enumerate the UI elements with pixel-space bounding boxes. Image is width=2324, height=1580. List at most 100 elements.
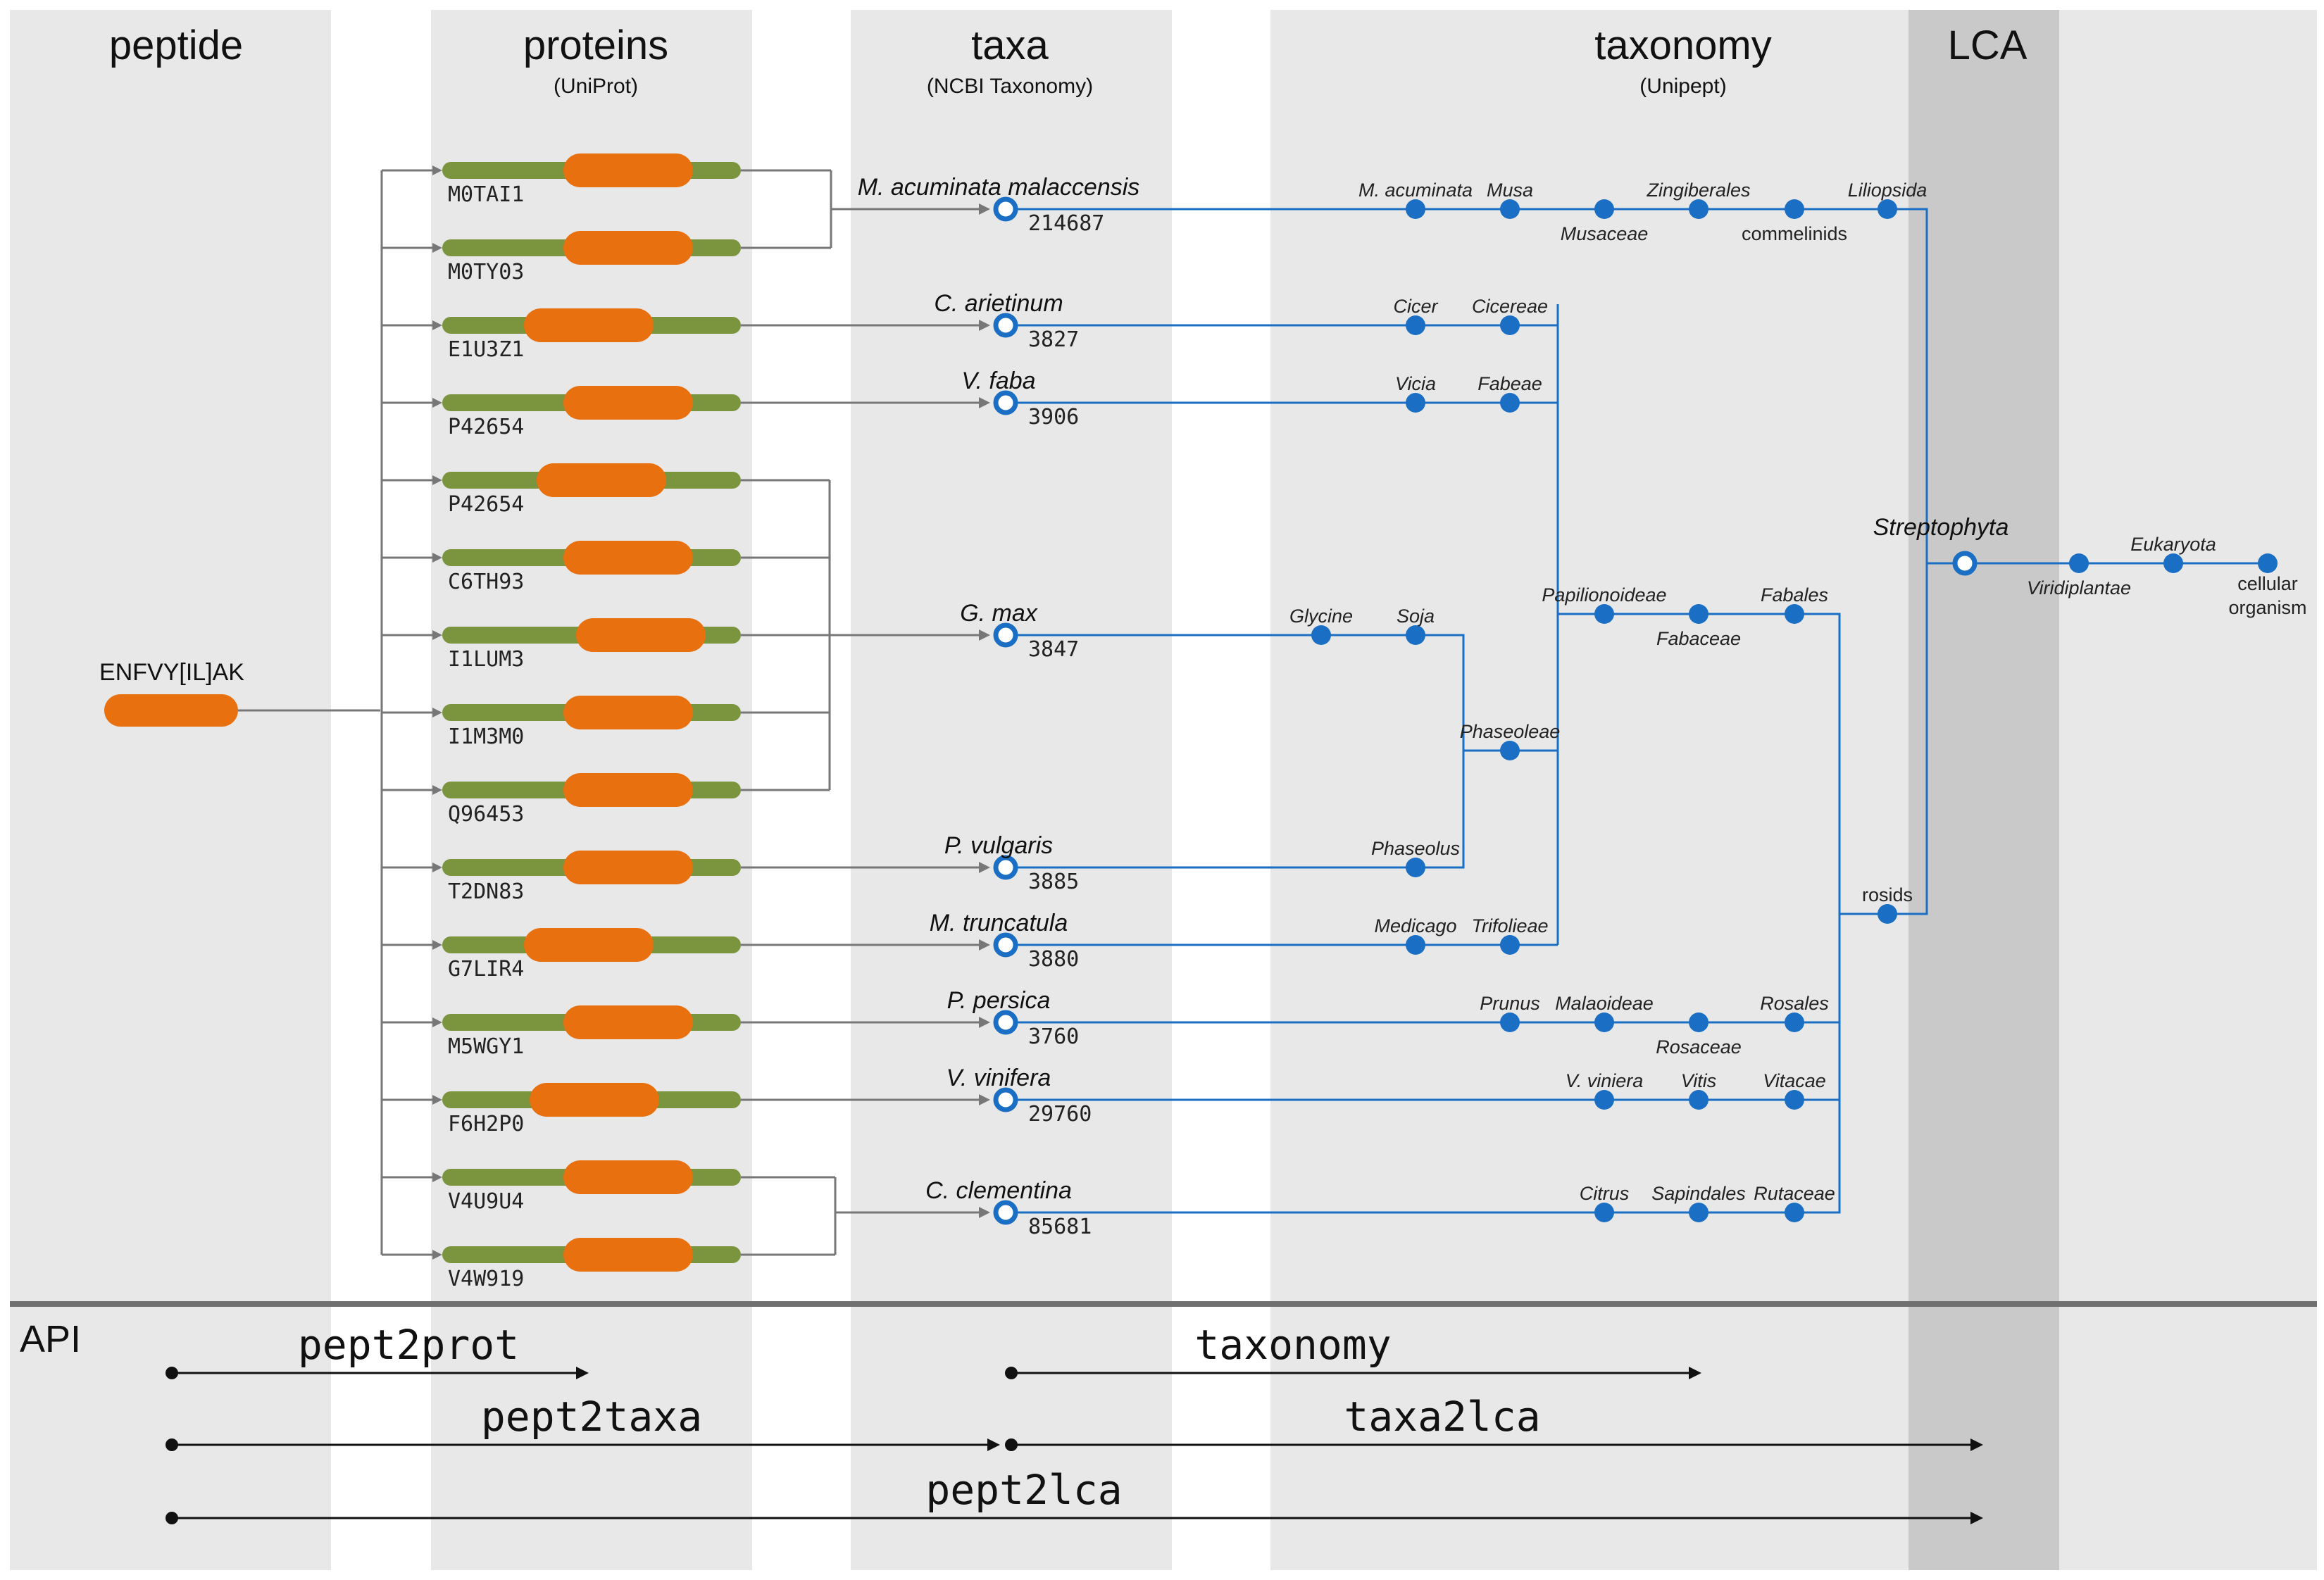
taxon-name: P. persica xyxy=(947,987,1051,1014)
tree-edge xyxy=(1839,563,1928,915)
taxon-id: 3847 xyxy=(1028,637,1079,662)
arrow-head xyxy=(432,863,442,872)
taxon-name: C. arietinum xyxy=(934,290,1063,317)
taxonomy-node-label: rosids xyxy=(1862,884,1913,905)
taxonomy-node-label: Rosaceae xyxy=(1656,1036,1742,1058)
taxon-node xyxy=(993,855,1018,880)
taxonomy-node xyxy=(1594,1090,1614,1110)
api-label: API xyxy=(20,1318,81,1360)
arrow-head xyxy=(432,553,442,563)
arrow-head xyxy=(432,1017,442,1027)
peptide-sequence: ENFVY[IL]AK xyxy=(99,659,244,686)
taxonomy-node xyxy=(1785,199,1804,219)
header-proteins: proteins xyxy=(523,23,668,68)
api-endpoint-label: pept2prot xyxy=(298,1321,519,1369)
subheader-proteins: (UniProt) xyxy=(554,75,638,98)
arrow-head xyxy=(979,203,990,215)
arrow-head xyxy=(432,320,442,330)
protein-id: F6H2P0 xyxy=(448,1112,524,1136)
tree-edge xyxy=(1887,208,1928,563)
taxonomy-node xyxy=(2258,553,2278,573)
taxonomy-node-label: Sapindales xyxy=(1651,1183,1746,1204)
taxonomy-node xyxy=(1689,604,1708,624)
taxonomy-node xyxy=(1785,604,1804,624)
peptide-match xyxy=(524,928,654,962)
api-arrow-head xyxy=(987,1438,1000,1451)
taxonomy-node xyxy=(2069,553,2089,573)
taxonomy-node xyxy=(1406,199,1425,219)
arrow-head xyxy=(432,1095,442,1105)
arrow-head xyxy=(432,243,442,253)
arrow-head xyxy=(979,1094,990,1105)
taxonomy-node-label: commelinids xyxy=(1742,223,1847,244)
taxonomy-node-label: Phaseolus xyxy=(1371,838,1460,859)
taxon-id: 3885 xyxy=(1028,870,1079,894)
header-taxonomy: taxonomy xyxy=(1594,23,1771,68)
protein-id: M0TY03 xyxy=(448,260,524,284)
taxonomy-node-label: Cicer xyxy=(1393,296,1438,317)
taxonomy-node xyxy=(1406,935,1425,955)
taxonomy-node-label: M. acuminata xyxy=(1358,180,1473,201)
lca-node xyxy=(1952,551,1978,576)
taxonomy-node-label: Malaoideae xyxy=(1555,993,1654,1014)
protein-id: G7LIR4 xyxy=(448,957,524,982)
taxonomy-node-label: Fabales xyxy=(1761,584,1828,606)
arrow-head xyxy=(432,708,442,717)
taxon-name: C. clementina xyxy=(925,1177,1072,1204)
tree-edge xyxy=(1558,613,1841,914)
api-arrow-head xyxy=(1970,1512,1983,1524)
taxonomy-node-label: Viridiplantae xyxy=(2027,577,2131,598)
taxonomy-node-label: V. viniera xyxy=(1566,1070,1644,1091)
taxonomy-node-label: Vitacae xyxy=(1763,1070,1826,1091)
subheader-taxonomy: (Unipept) xyxy=(1639,75,1726,98)
taxonomy-node xyxy=(1878,199,1897,219)
peptide-match xyxy=(563,1005,693,1039)
arrow-head xyxy=(432,630,442,640)
arrow-head xyxy=(432,398,442,408)
taxon-name: M. truncatula xyxy=(930,910,1068,936)
taxonomy-node-label: Glycine xyxy=(1289,606,1353,627)
peptide-match xyxy=(563,153,693,187)
peptide-match xyxy=(563,1238,693,1272)
peptide-match xyxy=(563,541,693,575)
api-arrow-head xyxy=(1970,1438,1983,1451)
taxonomy-node-label: Fabaceae xyxy=(1656,628,1741,649)
arrow-head xyxy=(432,1172,442,1182)
taxon-id: 29760 xyxy=(1028,1102,1092,1127)
taxonomy-tree xyxy=(1006,208,2275,1214)
taxonomy-node xyxy=(1785,1090,1804,1110)
taxon-node xyxy=(993,196,1018,222)
protein-id: P42654 xyxy=(448,415,524,439)
api-endpoints: pept2prot taxonomy pept2taxa taxa2lca pept2l… xyxy=(165,1321,1983,1524)
protein-id: I1LUM3 xyxy=(448,647,524,672)
api-endpoint-label: taxa2lca xyxy=(1344,1393,1540,1441)
taxonomy-node-label: Liliopsida xyxy=(1848,180,1928,201)
taxon-id: 214687 xyxy=(1028,211,1104,236)
arrow-head xyxy=(979,1207,990,1218)
taxonomy-node-label: Musa xyxy=(1487,180,1533,201)
taxonomy-node xyxy=(1500,741,1520,760)
peptide-match xyxy=(563,696,693,729)
taxonomy-node xyxy=(1689,1090,1708,1110)
taxonomy-node-label: Papilionoideae xyxy=(1542,584,1666,606)
protein-id: I1M3M0 xyxy=(448,725,524,749)
taxon-node xyxy=(993,1200,1018,1225)
subheader-taxa: (NCBI Taxonomy) xyxy=(927,75,1093,98)
tree-edge xyxy=(1006,751,1465,869)
peptide-match xyxy=(537,463,666,497)
taxonomy-node-label: Rutaceae xyxy=(1754,1183,1835,1204)
api-arrow-head xyxy=(576,1367,589,1379)
arrow-head xyxy=(979,629,990,641)
protein-id: Q96453 xyxy=(448,802,524,827)
taxon-id: 3827 xyxy=(1028,327,1079,352)
taxon-node xyxy=(993,622,1018,648)
taxonomy-node-label: Vicia xyxy=(1395,373,1436,394)
panel-peptide xyxy=(10,10,331,1570)
taxonomy-node xyxy=(1689,1012,1708,1032)
protein-id: C6TH93 xyxy=(448,570,524,594)
taxonomy-node xyxy=(1689,1203,1708,1222)
taxonomy-nodes: M. acuminata Musa Musaceae Zingiberales comm… xyxy=(1289,180,2307,1222)
arrow-head xyxy=(432,785,442,795)
header-taxa: taxa xyxy=(971,23,1049,68)
protein-list: M0TAI1 M0TY03 E1U3Z1 P42654 P42654 C6TH93 I1LU… xyxy=(442,153,741,1291)
